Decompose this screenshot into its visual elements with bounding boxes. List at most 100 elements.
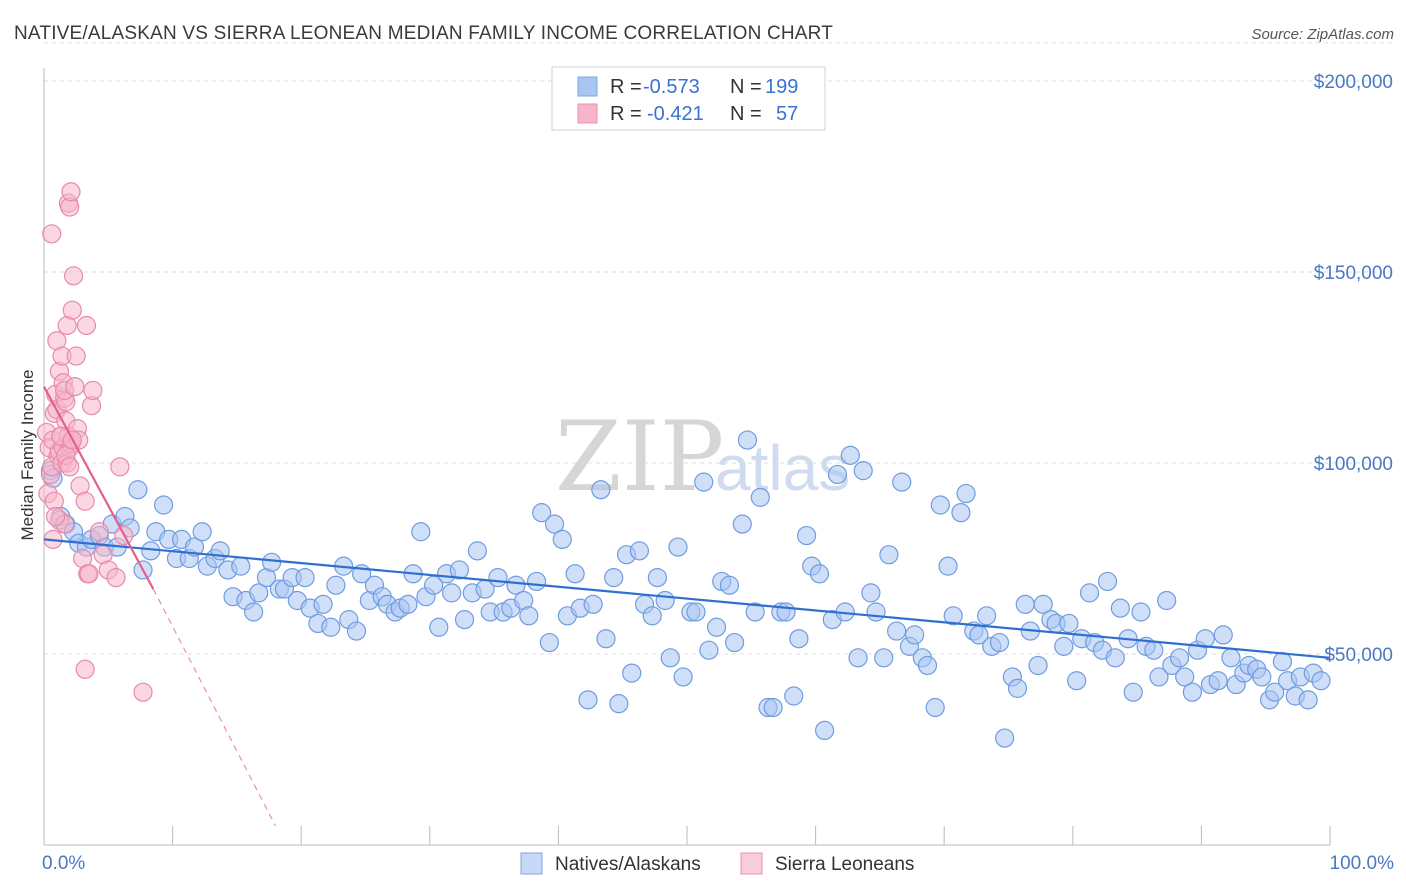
legend-r-value: -0.421 [647,103,704,125]
scatter-point [989,632,1010,653]
scatter-point [673,667,693,687]
scatter-point [89,522,109,542]
scatter-point [65,377,85,397]
scatter-point [449,560,469,580]
scatter-point [1054,636,1074,656]
scatter-point [1149,667,1169,687]
scatter-point [1175,667,1195,687]
bottom-legend-swatch-pink [740,852,763,875]
scatter-point [1195,629,1215,649]
scatter-point [668,537,688,557]
scatter-point [60,457,80,477]
scatter-point [956,483,976,504]
scatter-point [346,621,367,641]
scatter-point [249,583,269,603]
scatter-point [488,567,508,588]
scatter-point [583,594,603,614]
scatter-point [1110,598,1130,618]
legend-r-label: R = [610,103,642,125]
scatter-point [411,522,431,542]
scatter-point [295,567,315,588]
scatter-point [1144,640,1164,660]
scatter-point [866,602,886,622]
y-tick-label: $200,000 [1314,72,1393,93]
scatter-point [262,552,282,572]
scatter-point [925,697,945,718]
scatter-point [776,602,796,622]
scatter-point [622,663,642,683]
scatter-point [938,556,958,576]
scatter-point [750,487,770,507]
scatter-point [106,567,126,588]
scatter-point [892,472,912,492]
scatter-point [1169,648,1190,668]
scatter-point [977,606,997,626]
scatter-point [526,571,547,592]
scatter-point [719,575,740,595]
scatter-point [784,686,804,706]
scatter-point [874,648,894,668]
scatter-point [454,610,475,630]
scatter-point [539,632,559,653]
scatter-point [1252,667,1272,687]
scatter-point [647,567,668,588]
watermark-atlas: atlas [715,432,850,504]
y-tick-label: $50,000 [1324,645,1393,666]
scatter-point [930,495,950,515]
scatter-point [75,491,95,511]
scatter-point [326,575,346,595]
scatter-point [1067,671,1087,691]
scatter-point [519,606,539,626]
scatter-point [596,629,616,649]
legend-swatch-blue [577,76,598,97]
scatter-point [192,522,212,542]
scatter-point [745,602,765,622]
legend-r-label: R = [610,76,642,98]
scatter-point [75,659,95,679]
trend-line-natives-alaskans [43,538,1331,659]
scatter-point [1007,678,1028,698]
scatter-point [544,514,565,534]
scatter-point [861,583,881,603]
scatter-point [398,594,418,614]
scatter-point [565,564,585,584]
scatter-point [76,315,97,336]
scatter-point [532,503,552,523]
scatter-point [1079,583,1100,603]
x-tick-marks [43,826,1331,845]
scatter-point [699,640,719,660]
scatter-point [184,537,205,557]
scatter-point [231,556,251,576]
scatter-point [879,545,899,565]
scatter-point [1208,671,1228,691]
scatter-point [1123,682,1143,702]
x-tick-label-end: 100.0% [1330,853,1395,874]
scatter-point [943,606,963,626]
source-text: Source: ZipAtlas.com [1251,26,1394,43]
scatter-point [951,503,971,523]
scatter-point [660,648,680,668]
legend-r-value: -0.573 [643,76,700,98]
scatter-point [133,682,153,702]
scatter-point [995,728,1015,748]
legend-n-label: N = [730,76,762,98]
correlation-legend: R = -0.573 N = 199 R = -0.421 N = 57 [551,66,826,131]
trend-lines [43,386,1331,827]
series-legend: Natives/Alaskans Sierra Leoneans [520,852,914,875]
scatter-point [724,632,745,653]
scatter-point [1311,671,1331,691]
scatter-point [45,506,66,527]
trend-line-sierra-leoneans [43,386,155,590]
scatter-point [66,346,86,366]
scatter-point [591,480,611,500]
trend-line-extension [152,588,277,827]
legend-n-value: 57 [776,103,798,125]
scatter-point [42,224,62,244]
scatter-point [827,464,848,485]
scatter-point [506,575,526,595]
scatter-point [1213,625,1233,645]
scatter-point [83,380,103,401]
scatter-point [694,472,714,492]
scatter-point [61,182,81,202]
